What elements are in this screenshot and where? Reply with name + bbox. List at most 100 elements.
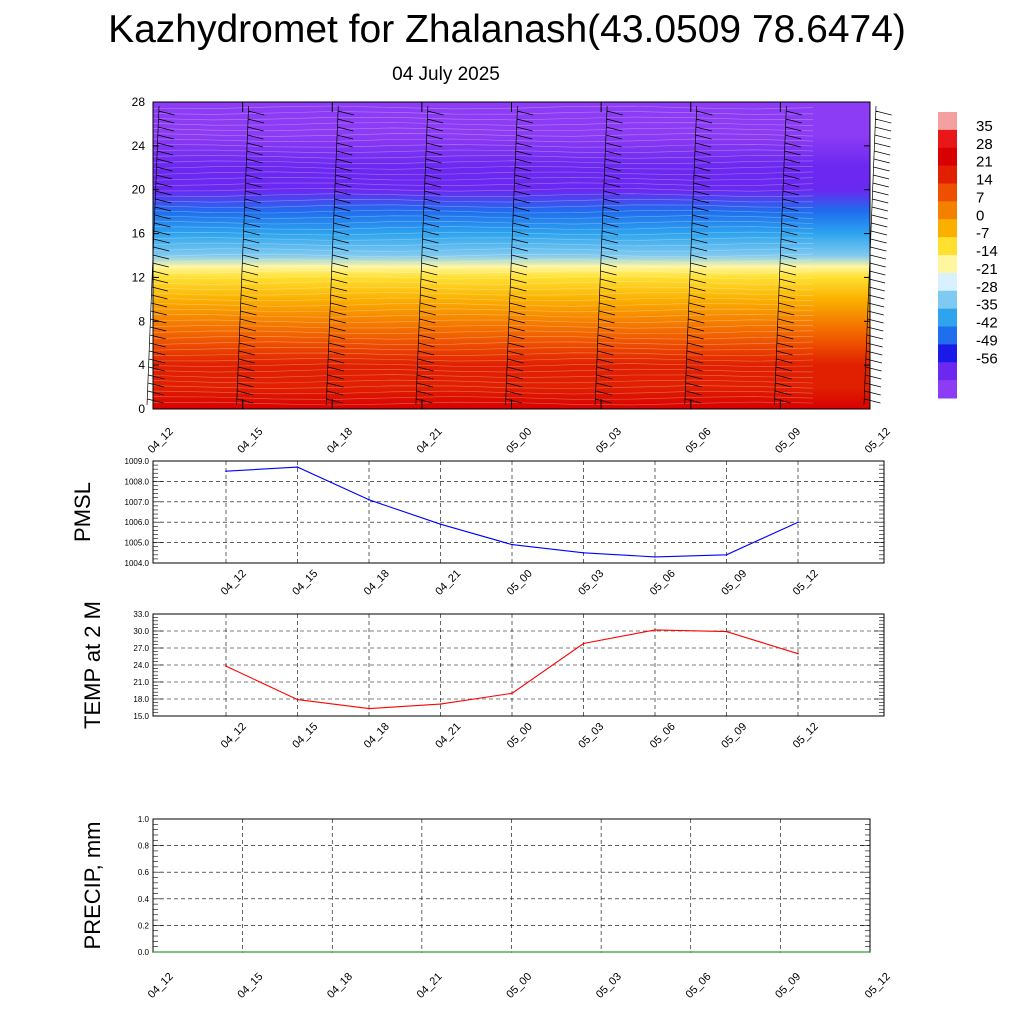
colorbar-label: 0 <box>976 207 984 224</box>
heatmap-y-label: 8 <box>138 314 145 328</box>
colorbar-swatch <box>938 112 957 131</box>
heatmap-x-label: 05_12 <box>863 426 893 456</box>
pmsl-frame <box>152 460 885 564</box>
temp-2m-x-label: 05_03 <box>576 721 606 751</box>
temp-2m-y-label: 24.0 <box>133 661 149 670</box>
pmsl-y-label: 1009.0 <box>125 457 150 466</box>
temp-2m-x-label: 05_06 <box>648 721 678 751</box>
heatmap-x-label: 05_03 <box>594 426 624 456</box>
pmsl-x-label: 05_09 <box>719 568 749 598</box>
temp-2m-data-point <box>439 703 442 705</box>
wind-barb-column <box>774 105 803 406</box>
wind-barbs <box>146 105 892 406</box>
temp-2m-x-label: 04_18 <box>362 721 392 751</box>
precip-data-point <box>600 951 602 953</box>
heatmap-y-label: 16 <box>132 227 146 241</box>
colorbar-label: 7 <box>976 189 984 206</box>
colorbar-label: -21 <box>976 261 998 278</box>
pmsl-y-label: 1005.0 <box>125 539 150 548</box>
precip-x-label: 04_21 <box>415 971 445 1001</box>
heatmap-x-label: 04_21 <box>415 426 445 456</box>
temp-2m-x-label: 05_12 <box>791 721 821 751</box>
precip-x-label: 05_09 <box>773 971 803 1001</box>
heatmap-y-label: 20 <box>132 183 146 197</box>
colorbar-swatch <box>938 308 957 328</box>
pmsl-x-label: 04_15 <box>290 568 320 598</box>
wind-barb-column <box>594 105 623 406</box>
heatmap-x-label: 04_12 <box>146 426 176 456</box>
temp-2m-data-point <box>511 692 513 695</box>
temp-2m-frame <box>152 613 885 717</box>
colorbar-label: -14 <box>976 243 998 260</box>
temp-2m-data-point <box>225 665 227 667</box>
pmsl-x-label: 04_12 <box>219 568 249 598</box>
temp-2m-y-label: 21.0 <box>133 678 149 687</box>
pmsl-grid <box>153 460 884 564</box>
colorbar-label: 14 <box>976 172 993 189</box>
precip-data-point <box>510 951 513 953</box>
heatmap-y-label: 0 <box>138 402 145 416</box>
pmsl-y-label: 1006.0 <box>125 518 150 527</box>
pmsl-data-point <box>511 543 513 546</box>
colorbar-label: -28 <box>976 279 998 296</box>
colorbar-swatch <box>938 326 957 345</box>
colorbar-swatch <box>938 344 957 363</box>
heatmap-y-label: 28 <box>132 95 146 109</box>
pmsl-panel: 1004.0 1005.0 1006.0 1007.0 1008.0 1009.0 04_1… <box>70 457 885 598</box>
precip-axis-title: PRECIP, mm <box>80 822 105 950</box>
temp-2m-x-label: 05_00 <box>505 721 535 751</box>
pmsl-data-point <box>725 554 728 556</box>
precip-data-point <box>331 951 334 953</box>
pmsl-x-label: 05_03 <box>576 568 606 598</box>
colorbar-swatch <box>938 165 957 185</box>
colorbar-swatch <box>938 362 957 381</box>
colorbar-swatch <box>938 219 957 238</box>
precip-y-label: 0.6 <box>138 868 150 877</box>
precip-x-label: 04_12 <box>146 971 176 1001</box>
wind-barb-column <box>505 105 534 406</box>
pmsl-data-point <box>368 499 370 501</box>
temp-2m-y-label: 27.0 <box>133 644 149 653</box>
pmsl-data-point <box>225 470 227 473</box>
precip-y-label: 1.0 <box>138 815 150 824</box>
wind-barb-column <box>325 105 354 406</box>
temp-2m-panel: 15.0 18.0 21.0 24.0 27.0 30.0 33.0 04_12 04_15 04… <box>80 601 885 751</box>
precip-x-label: 05_03 <box>594 971 624 1001</box>
page-title: Kazhydromet for Zhalanash(43.0509 78.647… <box>108 8 906 51</box>
colorbar-swatch <box>938 380 957 399</box>
pmsl-data-point <box>582 552 585 554</box>
heatmap-y-label: 24 <box>132 139 146 153</box>
colorbar-swatch <box>938 183 957 202</box>
heatmap-y-label: 12 <box>132 270 146 284</box>
temp-2m-data-point <box>368 707 370 710</box>
precip-y-label: 0.8 <box>138 842 150 851</box>
wind-barb-column <box>684 105 713 406</box>
forecast-date: 04 July 2025 <box>392 64 500 85</box>
temp-2m-y-label: 33.0 <box>133 610 149 619</box>
temp-2m-x-label: 04_12 <box>219 721 249 751</box>
pmsl-x-label: 04_21 <box>433 568 463 598</box>
pmsl-x-label: 05_00 <box>505 568 535 598</box>
isolines <box>152 105 814 406</box>
colorbar-label: 21 <box>976 154 993 171</box>
temp-2m-data-point <box>582 642 585 645</box>
pmsl-y-label: 1007.0 <box>125 498 150 507</box>
precip-data-point <box>779 951 782 953</box>
colorbar-swatch <box>938 237 957 256</box>
temp-2m-minor-ticks <box>153 613 884 717</box>
colorbar-swatch <box>938 147 957 167</box>
heatmap-x-label: 05_00 <box>504 426 534 456</box>
pmsl-x-label: 04_18 <box>362 568 392 598</box>
temp-2m-series-line <box>225 629 799 710</box>
temp-2m-x-label: 04_15 <box>290 721 320 751</box>
colorbar-label: -49 <box>976 332 998 349</box>
colorbar-swatch <box>938 201 957 220</box>
precip-data-point <box>421 951 423 953</box>
colorbar-label: 35 <box>976 118 993 135</box>
precip-x-label: 05_06 <box>683 971 713 1001</box>
precip-x-label: 04_18 <box>325 971 355 1001</box>
temp-2m-data-point <box>654 629 656 631</box>
colorbar-label: -35 <box>976 297 998 314</box>
temp-2m-y-label: 18.0 <box>133 695 149 704</box>
